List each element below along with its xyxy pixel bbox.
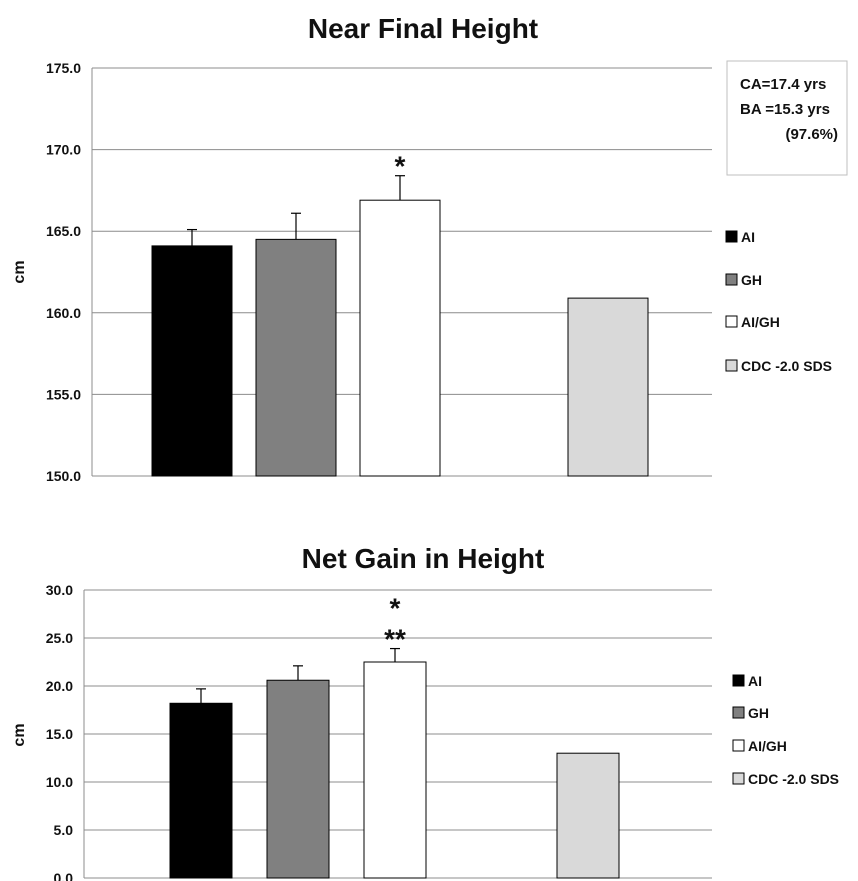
legend-label: CDC -2.0 SDS (741, 358, 832, 374)
y-tick-label: 160.0 (46, 305, 81, 321)
y-tick-label: 15.0 (46, 726, 73, 742)
note-line: CA=17.4 yrs (740, 76, 826, 93)
y-tick-label: 10.0 (46, 774, 73, 790)
y-tick-label: 155.0 (46, 386, 81, 402)
y-tick-label: 30.0 (46, 582, 73, 598)
legend-label: AI (741, 229, 755, 245)
legend-swatch (725, 359, 738, 372)
bar-GH (255, 238, 337, 477)
note-box (726, 60, 848, 176)
legend-label: AI/GH (748, 738, 787, 754)
y-tick-label: 20.0 (46, 678, 73, 694)
chart-1: Net Gain in Height 0.0 5.0 10.0 15.0 20.0 25.0… (11, 543, 839, 881)
y-axis-label: cm (11, 723, 28, 746)
bar-AI/GH (363, 661, 427, 879)
significance-marker: * (390, 593, 401, 624)
bar-GH (266, 679, 330, 879)
y-tick-label: 0.0 (54, 870, 74, 881)
legend-swatch (732, 674, 745, 687)
legend-label: AI (748, 673, 762, 689)
legend-label: GH (741, 272, 762, 288)
bar-AI (169, 702, 233, 879)
significance-marker: * (395, 151, 406, 182)
significance-marker: ** (384, 624, 406, 655)
bar-CDC -2.0 SDS (567, 297, 649, 477)
y-tick-label: 5.0 (54, 822, 74, 838)
y-tick-label: 165.0 (46, 223, 81, 239)
legend-swatch (732, 772, 745, 785)
bar-CDC -2.0 SDS (556, 752, 620, 879)
note-line: BA =15.3 yrs (740, 101, 830, 118)
legend-swatch (725, 315, 738, 328)
legend-label: GH (748, 705, 769, 721)
bar-AI (151, 245, 233, 477)
legend-swatch (725, 230, 738, 243)
legend-label: AI/GH (741, 314, 780, 330)
legend-label: CDC -2.0 SDS (748, 771, 839, 787)
y-tick-label: 150.0 (46, 468, 81, 484)
y-tick-label: 175.0 (46, 60, 81, 76)
note-line: (97.6%) (785, 126, 838, 143)
bar-AI/GH (359, 199, 441, 477)
y-tick-label: 25.0 (46, 630, 73, 646)
legend-swatch (732, 739, 745, 752)
chart-title: Net Gain in Height (302, 543, 545, 574)
chart-0: Near Final Height 150.0 155.0 160.0 165.0 170… (11, 13, 848, 484)
legend-swatch (725, 273, 738, 286)
legend-swatch (732, 706, 745, 719)
y-axis-label: cm (11, 260, 28, 283)
y-tick-label: 170.0 (46, 142, 81, 158)
chart-title: Near Final Height (308, 13, 538, 44)
